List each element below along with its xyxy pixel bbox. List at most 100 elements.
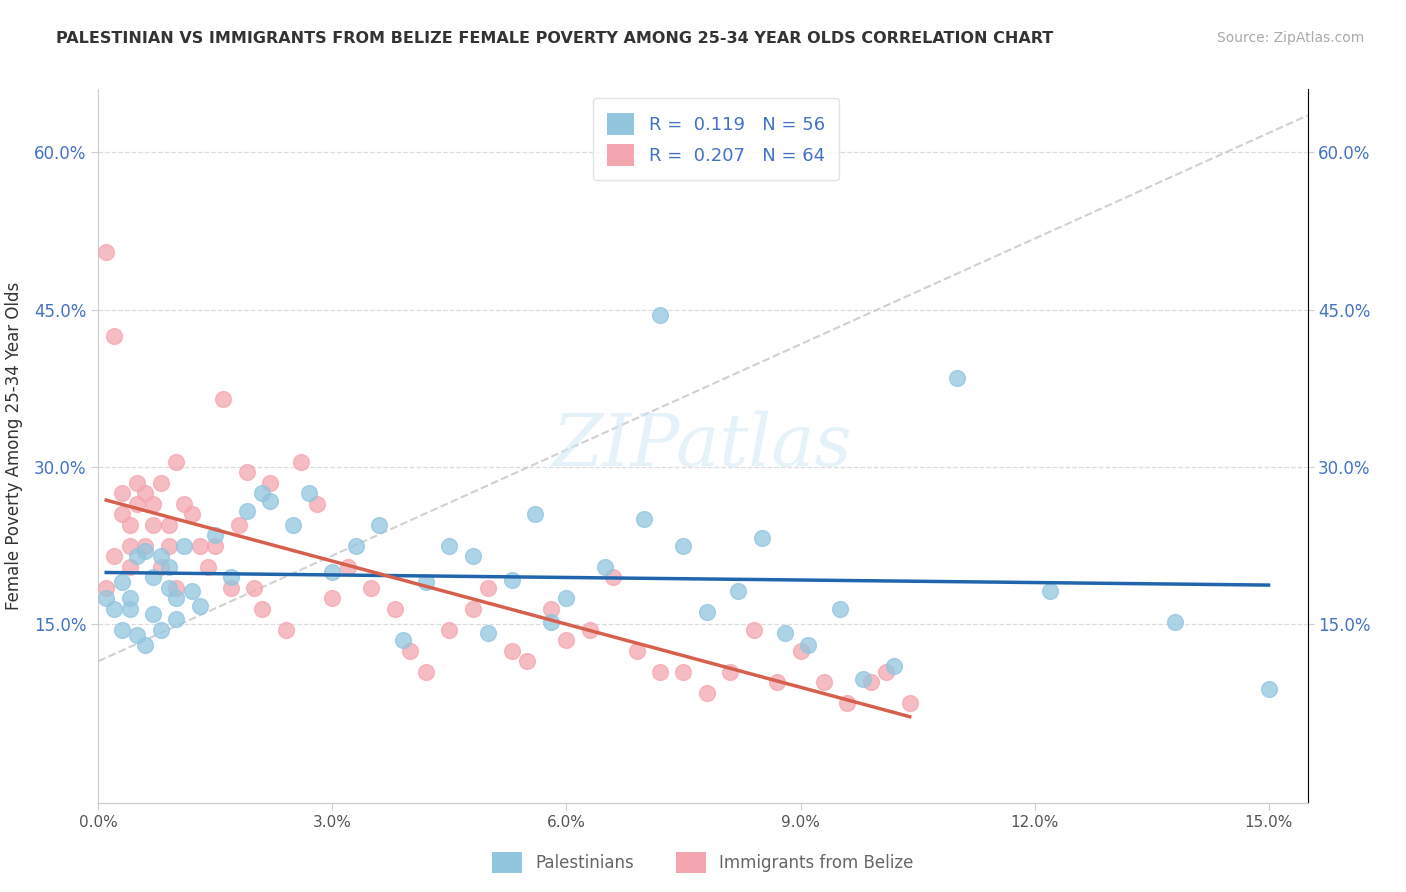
Point <box>415 575 437 590</box>
Point <box>212 392 235 406</box>
Point <box>134 544 156 558</box>
Point <box>188 539 211 553</box>
Point <box>149 559 172 574</box>
Point <box>173 539 195 553</box>
Point <box>602 570 624 584</box>
Y-axis label: Female Poverty Among 25-34 Year Olds: Female Poverty Among 25-34 Year Olds <box>6 282 22 610</box>
Point <box>142 497 165 511</box>
Point <box>672 539 695 553</box>
Point <box>127 549 149 564</box>
Point <box>540 601 562 615</box>
Point <box>103 549 125 564</box>
Point <box>274 623 297 637</box>
Point <box>96 591 118 606</box>
Point <box>837 696 859 710</box>
Point <box>321 591 343 606</box>
Point <box>111 507 134 521</box>
Point <box>219 570 242 584</box>
Point <box>165 581 187 595</box>
Point <box>321 565 343 579</box>
Text: ZIPatlas: ZIPatlas <box>553 410 853 482</box>
Point <box>96 581 118 595</box>
Point <box>118 559 141 574</box>
Point <box>696 685 718 699</box>
Point <box>813 675 835 690</box>
Point <box>461 549 484 564</box>
Point <box>252 486 274 500</box>
Point <box>305 497 328 511</box>
Point <box>204 539 226 553</box>
Point <box>555 591 578 606</box>
Point <box>298 486 321 500</box>
Point <box>477 581 499 595</box>
Point <box>516 654 538 668</box>
Point <box>945 371 967 385</box>
Point <box>235 465 257 479</box>
Point <box>173 497 195 511</box>
Point <box>648 665 671 679</box>
Point <box>204 528 226 542</box>
Point <box>243 581 266 595</box>
Point <box>157 517 180 532</box>
Point <box>391 633 413 648</box>
Point <box>142 607 165 621</box>
Point <box>859 675 882 690</box>
Point <box>648 308 671 322</box>
Point <box>111 623 134 637</box>
Point <box>789 643 811 657</box>
Point <box>633 512 655 526</box>
Point <box>439 539 461 553</box>
Point <box>197 559 219 574</box>
Point <box>696 605 718 619</box>
Point <box>415 665 437 679</box>
Point <box>103 601 125 615</box>
Point <box>118 601 141 615</box>
Point <box>228 517 250 532</box>
Point <box>188 599 211 613</box>
Point <box>898 696 921 710</box>
Point <box>828 601 851 615</box>
Point <box>127 628 149 642</box>
Point <box>181 507 204 521</box>
Point <box>875 665 897 679</box>
Legend: R =  0.119   N = 56, R =  0.207   N = 64: R = 0.119 N = 56, R = 0.207 N = 64 <box>592 98 839 180</box>
Point <box>165 455 187 469</box>
Point <box>368 517 391 532</box>
Point <box>127 475 149 490</box>
Point <box>439 623 461 637</box>
Point <box>259 475 281 490</box>
Point <box>1164 615 1187 630</box>
Legend: Palestinians, Immigrants from Belize: Palestinians, Immigrants from Belize <box>485 846 921 880</box>
Point <box>103 328 125 343</box>
Point <box>579 623 602 637</box>
Point <box>501 574 523 588</box>
Point <box>134 539 156 553</box>
Point <box>235 504 257 518</box>
Point <box>157 581 180 595</box>
Point <box>742 623 765 637</box>
Point <box>165 591 187 606</box>
Point <box>111 486 134 500</box>
Point <box>852 672 875 686</box>
Point <box>181 583 204 598</box>
Point <box>290 455 312 469</box>
Point <box>134 639 156 653</box>
Point <box>399 643 422 657</box>
Point <box>283 517 305 532</box>
Point <box>672 665 695 679</box>
Point <box>118 539 141 553</box>
Point <box>111 575 134 590</box>
Point <box>118 591 141 606</box>
Point <box>751 532 773 546</box>
Point <box>127 497 149 511</box>
Point <box>96 244 118 259</box>
Point <box>344 539 367 553</box>
Point <box>252 601 274 615</box>
Point <box>337 559 360 574</box>
Point <box>219 581 242 595</box>
Point <box>555 633 578 648</box>
Point <box>157 539 180 553</box>
Point <box>727 583 749 598</box>
Point <box>259 493 281 508</box>
Point <box>477 625 499 640</box>
